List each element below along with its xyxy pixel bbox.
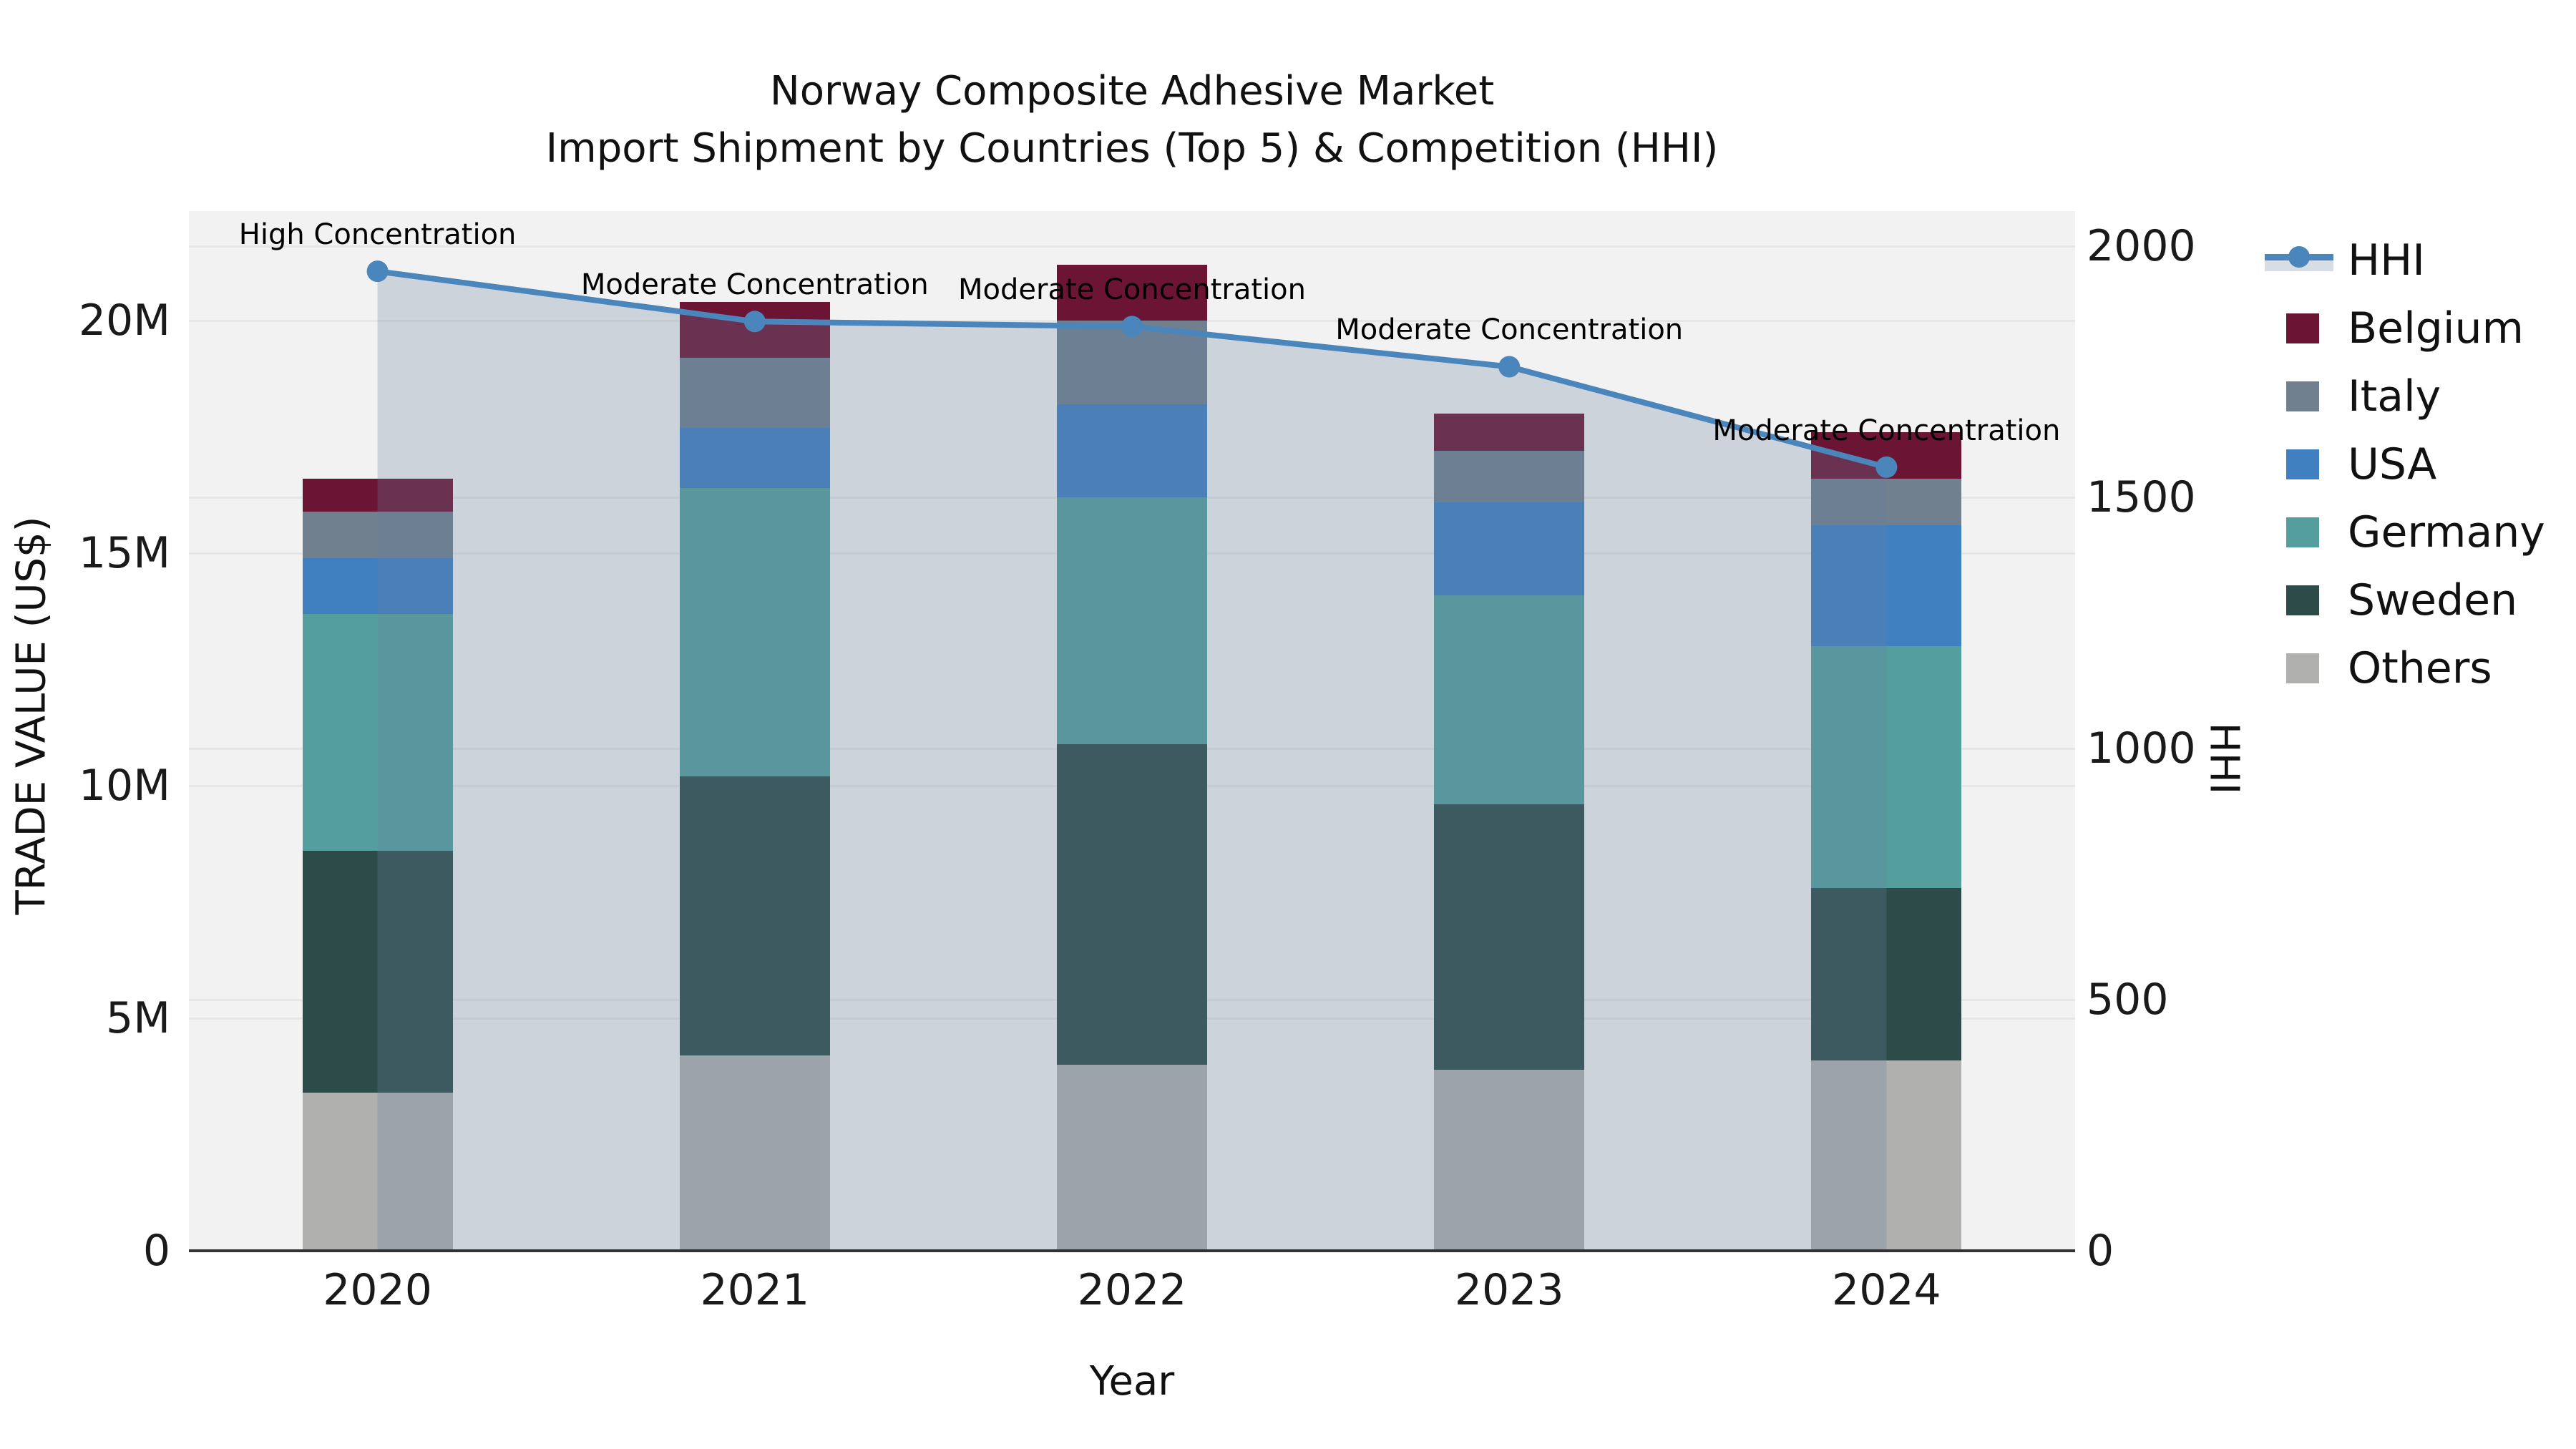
legend-item-hhi: HHI [2265, 226, 2545, 294]
hhi-marker-2023 [1498, 356, 1521, 378]
bar-2021-usa [679, 427, 830, 488]
legend-label-germany: Germany [2348, 507, 2545, 557]
legend-item-belgium: Belgium [2265, 294, 2545, 362]
hhi-area-fill [377, 271, 1887, 1251]
bar-2020-germany [302, 613, 453, 851]
annotation-2021: Moderate Concentration [580, 268, 929, 302]
legend: HHI Belgium Italy USA Germany Sweden Others [2265, 226, 2545, 702]
hhi-marker-2022 [1121, 316, 1143, 338]
bar-2020-usa [302, 557, 453, 614]
ytick-right-500: 500 [2087, 975, 2169, 1025]
legend-label-italy: Italy [2348, 371, 2441, 421]
chart-title-line2: Import Shipment by Countries (Top 5) & C… [545, 125, 1719, 172]
bar-2022-others [1057, 1065, 1207, 1251]
legend-label-sweden: Sweden [2348, 575, 2518, 625]
bar-2024-italy [1811, 479, 1962, 525]
ytick-left-0: 0 [142, 1226, 170, 1276]
usa-swatch-icon [2286, 449, 2319, 479]
bar-2022-sweden [1057, 743, 1207, 1065]
legend-item-germany: Germany [2265, 498, 2545, 566]
bar-2023-italy [1434, 451, 1585, 502]
bar-2023-belgium [1434, 414, 1585, 451]
ytick-right-1000: 1000 [2087, 723, 2196, 774]
bar-2020-sweden [302, 851, 453, 1093]
bar-2021-others [679, 1055, 830, 1251]
italy-swatch-icon [2286, 381, 2319, 411]
y-axis-right-label: HHI [2200, 722, 2248, 795]
x-axis-line [189, 1249, 2075, 1252]
xtick-2023: 2023 [1454, 1265, 1564, 1315]
xtick-2021: 2021 [700, 1265, 810, 1315]
belgium-swatch-icon [2286, 313, 2319, 343]
bar-2023-usa [1434, 502, 1585, 595]
legend-label-usa: USA [2348, 439, 2437, 489]
xtick-2022: 2022 [1077, 1265, 1187, 1315]
x-axis-label: Year [1089, 1358, 1175, 1405]
chart-title-line1: Norway Composite Adhesive Market [769, 68, 1495, 114]
ytick-right-2000: 2000 [2087, 221, 2196, 271]
plot-area [189, 211, 2075, 1251]
legend-item-usa: USA [2265, 430, 2545, 498]
legend-item-sweden: Sweden [2265, 566, 2545, 634]
legend-label-others: Others [2348, 643, 2492, 693]
gridline-right-2000 [189, 245, 2075, 248]
legend-item-italy: Italy [2265, 362, 2545, 430]
ytick-left-5M: 5M [106, 993, 170, 1043]
hhi-marker-2020 [366, 260, 389, 283]
hhi-line-swatch-icon [2265, 244, 2333, 277]
bar-2022-germany [1057, 497, 1207, 744]
annotation-2024: Moderate Concentration [1712, 414, 2061, 447]
annotation-2022: Moderate Concentration [958, 273, 1306, 307]
legend-label-belgium: Belgium [2348, 303, 2524, 353]
ytick-left-20M: 20M [78, 296, 170, 346]
legend-label-hhi: HHI [2348, 235, 2425, 286]
ytick-left-10M: 10M [78, 761, 170, 811]
hhi-marker-2021 [743, 311, 766, 333]
bar-2022-usa [1057, 404, 1207, 497]
bar-2024-usa [1811, 525, 1962, 646]
others-swatch-icon [2286, 653, 2319, 683]
bar-2024-others [1811, 1060, 1962, 1251]
bar-2020-others [302, 1093, 453, 1251]
xtick-2024: 2024 [1832, 1265, 1941, 1315]
legend-item-others: Others [2265, 634, 2545, 702]
bar-2023-sweden [1434, 804, 1585, 1070]
bar-2022-belgium [1057, 265, 1207, 321]
ytick-right-0: 0 [2087, 1226, 2114, 1276]
bar-2024-sweden [1811, 888, 1962, 1060]
hhi-line-overlay [366, 260, 1898, 1251]
annotation-2020: High Concentration [238, 218, 517, 252]
bar-2020-belgium [302, 479, 453, 512]
germany-swatch-icon [2286, 517, 2319, 547]
ytick-right-1500: 1500 [2087, 472, 2196, 522]
bar-2020-italy [302, 511, 453, 558]
bar-2021-italy [679, 358, 830, 428]
bar-2021-germany [679, 488, 830, 776]
bar-2023-others [1434, 1069, 1585, 1251]
xtick-2020: 2020 [323, 1265, 432, 1315]
ytick-left-15M: 15M [78, 528, 170, 578]
bar-2021-sweden [679, 776, 830, 1055]
bar-2024-germany [1811, 646, 1962, 888]
bar-2023-germany [1434, 595, 1585, 804]
hhi-marker-2024 [1875, 456, 1898, 478]
annotation-2023: Moderate Concentration [1335, 313, 1684, 347]
sweden-swatch-icon [2286, 585, 2319, 615]
